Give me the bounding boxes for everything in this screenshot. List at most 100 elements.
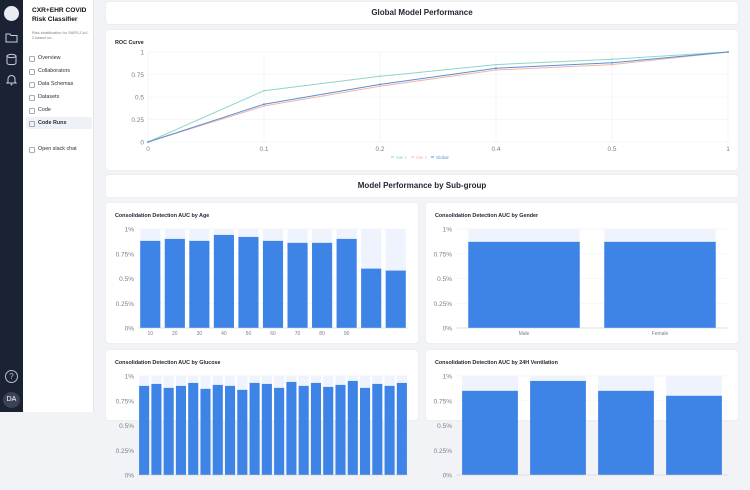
- project-sidebar: CXR+EHR COVID Risk Classifier Risk strat…: [23, 0, 94, 412]
- bar: [188, 382, 199, 475]
- folder-icon[interactable]: [5, 31, 18, 44]
- bar: [310, 382, 321, 475]
- bar-ytick: 1%: [443, 374, 453, 381]
- bar-xtick: 30: [197, 331, 203, 337]
- nav-item-label: Datasets: [38, 94, 60, 100]
- nav-item-label: Data Schemas: [38, 81, 74, 87]
- database-icon: [29, 94, 35, 101]
- app-logo-icon[interactable]: [4, 6, 19, 21]
- ventilation-card: Consolidation Detection AUC by 24H Venti…: [426, 350, 738, 480]
- roc-point: [611, 63, 613, 66]
- roc-chart: 0 0.25 0.5 0.75 1 0 0.1 0.2 0.4 0.5 1 Site 1 Site 2 G…: [131, 50, 730, 161]
- nav-item-code-runs[interactable]: Code Runs: [26, 117, 92, 129]
- nav-item-collaborators[interactable]: Collaborators: [26, 65, 92, 77]
- bar-ytick: 1%: [125, 374, 135, 381]
- project-description: Risk stratification for SARS-CoV-2 based…: [32, 30, 89, 40]
- database-icon[interactable]: [5, 53, 18, 66]
- bar: [361, 268, 382, 328]
- user-avatar[interactable]: DA: [3, 392, 20, 408]
- bar: [140, 240, 161, 328]
- bar: [312, 242, 333, 328]
- bar: [139, 385, 150, 475]
- nav-item-code[interactable]: Code: [26, 104, 92, 116]
- age-chart-title: Consolidation Detection AUC by Age: [115, 213, 210, 219]
- eye-icon: [29, 55, 35, 62]
- roc-point: [495, 63, 497, 66]
- bar: [261, 383, 272, 475]
- age-chart: 0% 0.25% 0.5% 0.75% 1% 10 20 30 40 50 60 70 80 90: [116, 227, 408, 337]
- bar: [360, 387, 371, 475]
- gender-chart: 0% 0.25% 0.5% 0.75% 1% Male Female: [434, 227, 728, 337]
- bar: [372, 383, 383, 475]
- roc-point: [263, 105, 265, 107]
- bar: [385, 270, 406, 328]
- bar-xtick: 60: [270, 331, 276, 337]
- bar: [468, 241, 580, 328]
- bar-ytick: 0.75%: [434, 398, 453, 405]
- roc-series-line: [147, 51, 729, 143]
- roc-point: [611, 61, 613, 64]
- roc-xtick: 0.1: [259, 146, 268, 153]
- roc-ytick: 0.5: [135, 95, 144, 102]
- roc-ytick: 0.25: [131, 117, 144, 124]
- roc-point: [379, 83, 381, 86]
- nav-item-label: Code: [38, 107, 51, 113]
- bar: [213, 234, 234, 328]
- bar-ytick: 0.75%: [116, 251, 135, 258]
- project-title: CXR+EHR COVID Risk Classifier: [32, 7, 87, 23]
- roc-point: [147, 141, 149, 143]
- roc-point: [495, 69, 497, 71]
- bar-xtick: 40: [221, 331, 227, 337]
- roc-xtick: 1: [726, 146, 730, 153]
- ventilation-chart: 0% 0.25% 0.5% 0.75% 1%: [434, 374, 728, 480]
- bell-icon[interactable]: [5, 73, 18, 86]
- bar-ytick: 0.75%: [116, 398, 135, 405]
- bar-xtick: Female: [652, 331, 669, 337]
- code-icon: [29, 107, 35, 114]
- main-content: Global Model Performance ROC Curve 0 0.25…: [94, 0, 750, 480]
- nav-item-label: Overview: [38, 55, 61, 61]
- bar: [396, 382, 407, 475]
- bar: [225, 385, 236, 475]
- roc-legend-label: Site 2: [416, 155, 428, 160]
- bar: [298, 385, 309, 475]
- bar-ytick: 1%: [443, 227, 453, 234]
- bar: [287, 242, 308, 328]
- bar-xtick: 20: [172, 331, 178, 337]
- bar: [151, 383, 162, 475]
- roc-ytick: 0.75: [131, 72, 144, 79]
- bar: [274, 387, 285, 475]
- bar-xtick: 80: [319, 331, 325, 337]
- bar: [384, 385, 395, 475]
- bar: [212, 384, 223, 475]
- bar: [238, 236, 259, 328]
- bar: [666, 395, 722, 475]
- nav-item-overview[interactable]: Overview: [26, 52, 92, 64]
- roc-xtick: 0.4: [491, 146, 500, 153]
- nav-item-open-slack-chat[interactable]: Open slack chat: [26, 143, 92, 155]
- bar-ytick: 0%: [125, 473, 135, 480]
- roc-legend-label: Site 1: [396, 155, 408, 160]
- bar: [200, 388, 211, 475]
- nav-item-label: Collaborators: [38, 68, 71, 74]
- help-icon[interactable]: ?: [5, 370, 18, 383]
- bar-xtick: 90: [344, 331, 350, 337]
- section-title-global: Global Model Performance: [371, 8, 473, 17]
- nav-item-data-schemas[interactable]: Data Schemas: [26, 78, 92, 90]
- nav-item-datasets[interactable]: Datasets: [26, 91, 92, 103]
- bar: [335, 384, 346, 475]
- roc-point: [263, 89, 265, 92]
- roc-point: [727, 51, 729, 53]
- bar: [189, 240, 210, 328]
- bar: [336, 238, 357, 328]
- bar: [163, 387, 174, 475]
- bar-ytick: 0.75%: [434, 251, 453, 258]
- bar-ytick: 0.5%: [437, 423, 452, 430]
- bar: [262, 240, 284, 328]
- roc-xtick: 0.2: [375, 146, 384, 153]
- glucose-card: Consolidation Detection AUC by Glucose 0…: [106, 350, 418, 480]
- ventilation-chart-title: Consolidation Detection AUC by 24H Venti…: [435, 360, 558, 366]
- bar: [237, 389, 248, 475]
- glucose-chart: 0% 0.25% 0.5% 0.75% 1%: [116, 374, 408, 480]
- bar-chart-icon: [29, 120, 35, 127]
